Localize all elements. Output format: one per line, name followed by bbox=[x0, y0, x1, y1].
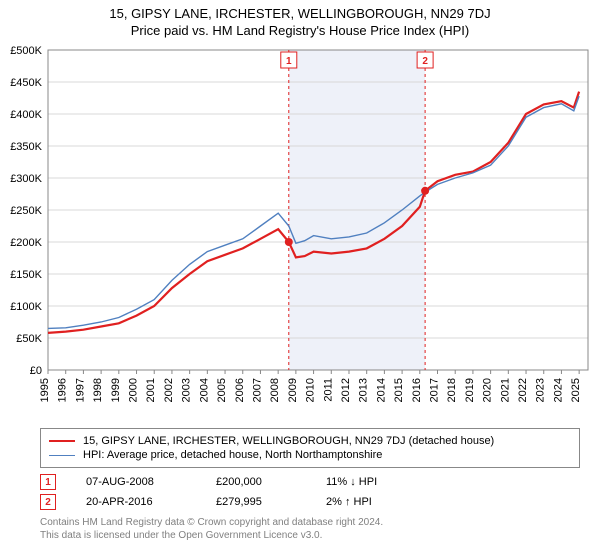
sale-row: 1 07-AUG-2008 £200,000 11% ↓ HPI bbox=[40, 474, 580, 490]
svg-text:£50K: £50K bbox=[16, 333, 42, 345]
svg-text:2003: 2003 bbox=[181, 378, 193, 402]
sale-delta: 11% ↓ HPI bbox=[326, 476, 406, 488]
svg-text:2024: 2024 bbox=[552, 378, 564, 402]
legend-row: 15, GIPSY LANE, IRCHESTER, WELLINGBOROUG… bbox=[49, 435, 571, 447]
legend-label: 15, GIPSY LANE, IRCHESTER, WELLINGBOROUG… bbox=[83, 435, 494, 447]
svg-text:1998: 1998 bbox=[92, 378, 104, 402]
legend-swatch bbox=[49, 440, 75, 442]
svg-text:1997: 1997 bbox=[74, 378, 86, 402]
svg-text:£450K: £450K bbox=[10, 77, 42, 89]
svg-text:2009: 2009 bbox=[287, 378, 299, 402]
svg-text:2019: 2019 bbox=[464, 378, 476, 402]
svg-text:£500K: £500K bbox=[10, 45, 42, 57]
svg-text:2016: 2016 bbox=[411, 378, 423, 402]
svg-text:2005: 2005 bbox=[216, 378, 228, 402]
svg-text:2001: 2001 bbox=[145, 378, 157, 402]
svg-text:2025: 2025 bbox=[570, 378, 582, 402]
svg-text:£400K: £400K bbox=[10, 109, 42, 121]
svg-text:£250K: £250K bbox=[10, 205, 42, 217]
svg-text:2013: 2013 bbox=[358, 378, 370, 402]
svg-text:2004: 2004 bbox=[198, 378, 210, 402]
svg-text:2008: 2008 bbox=[269, 378, 281, 402]
sale-date: 07-AUG-2008 bbox=[86, 476, 186, 488]
sale-delta: 2% ↑ HPI bbox=[326, 496, 406, 508]
title-block: 15, GIPSY LANE, IRCHESTER, WELLINGBOROUG… bbox=[0, 0, 600, 40]
svg-text:£200K: £200K bbox=[10, 237, 42, 249]
svg-text:2017: 2017 bbox=[429, 378, 441, 402]
footer-attribution: Contains HM Land Registry data © Crown c… bbox=[40, 516, 580, 542]
legend-swatch bbox=[49, 455, 75, 456]
sale-price: £279,995 bbox=[216, 496, 296, 508]
svg-text:2007: 2007 bbox=[251, 378, 263, 402]
svg-text:2011: 2011 bbox=[322, 378, 334, 402]
svg-text:2012: 2012 bbox=[340, 378, 352, 402]
svg-text:2021: 2021 bbox=[499, 378, 511, 402]
svg-text:1999: 1999 bbox=[110, 378, 122, 402]
sale-price: £200,000 bbox=[216, 476, 296, 488]
svg-text:2022: 2022 bbox=[517, 378, 529, 402]
svg-text:2006: 2006 bbox=[234, 378, 246, 402]
svg-text:2018: 2018 bbox=[446, 378, 458, 402]
legend: 15, GIPSY LANE, IRCHESTER, WELLINGBOROUG… bbox=[40, 428, 580, 468]
chart-area: £0 £50K £100K £150K £200K £250K £300K £350K £400… bbox=[0, 40, 600, 420]
svg-text:£150K: £150K bbox=[10, 269, 42, 281]
svg-text:1: 1 bbox=[286, 56, 292, 67]
sale-date: 20-APR-2016 bbox=[86, 496, 186, 508]
footer-line2: This data is licensed under the Open Gov… bbox=[40, 529, 580, 542]
title-sub: Price paid vs. HM Land Registry's House … bbox=[0, 23, 600, 38]
sale-row: 2 20-APR-2016 £279,995 2% ↑ HPI bbox=[40, 494, 580, 510]
sales-table: 1 07-AUG-2008 £200,000 11% ↓ HPI 2 20-APR-201… bbox=[40, 474, 580, 510]
svg-text:2002: 2002 bbox=[163, 378, 175, 402]
chart-container: 15, GIPSY LANE, IRCHESTER, WELLINGBOROUG… bbox=[0, 0, 600, 542]
svg-text:2000: 2000 bbox=[128, 378, 140, 402]
svg-text:£300K: £300K bbox=[10, 173, 42, 185]
svg-text:£100K: £100K bbox=[10, 301, 42, 313]
title-main: 15, GIPSY LANE, IRCHESTER, WELLINGBOROUG… bbox=[0, 6, 600, 21]
line-chart: £0 £50K £100K £150K £200K £250K £300K £350K £400… bbox=[0, 40, 600, 420]
svg-text:2023: 2023 bbox=[535, 378, 547, 402]
svg-text:1995: 1995 bbox=[39, 378, 51, 402]
svg-text:2010: 2010 bbox=[305, 378, 317, 402]
svg-text:1996: 1996 bbox=[57, 378, 69, 402]
sale-badge: 1 bbox=[40, 474, 56, 490]
legend-row: HPI: Average price, detached house, Nort… bbox=[49, 449, 571, 461]
svg-text:2020: 2020 bbox=[482, 378, 494, 402]
footer-line1: Contains HM Land Registry data © Crown c… bbox=[40, 516, 580, 529]
svg-text:£0: £0 bbox=[30, 365, 42, 377]
svg-text:£350K: £350K bbox=[10, 141, 42, 153]
svg-text:2014: 2014 bbox=[375, 378, 387, 402]
svg-text:2: 2 bbox=[422, 56, 428, 67]
sale-badge: 2 bbox=[40, 494, 56, 510]
svg-text:2015: 2015 bbox=[393, 378, 405, 402]
legend-label: HPI: Average price, detached house, Nort… bbox=[83, 449, 382, 461]
